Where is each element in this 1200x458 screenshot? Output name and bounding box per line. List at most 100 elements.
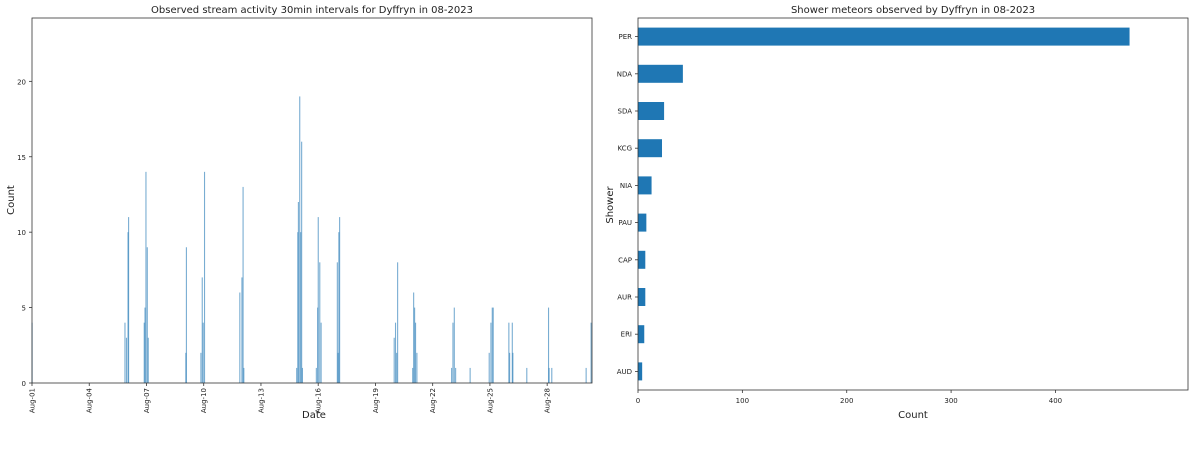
y-tick-label: PAU: [618, 219, 632, 227]
activity-bar: [453, 307, 455, 383]
activity-bar: [415, 322, 417, 383]
activity-bar: [296, 367, 298, 383]
activity-bar: [128, 217, 130, 383]
shower-bar-aur: [638, 288, 646, 306]
x-tick-label: 400: [1049, 397, 1062, 405]
activity-bar: [337, 352, 339, 383]
activity-bar: [393, 337, 395, 383]
activity-bar: [317, 217, 319, 383]
activity-bar: [300, 232, 302, 383]
activity-bar: [125, 337, 128, 383]
activity-bar: [490, 322, 492, 383]
x-tick-label: Aug-16: [315, 387, 323, 413]
x-tick-label: Aug-13: [257, 388, 265, 413]
y-tick-label: PER: [618, 33, 632, 41]
x-tick-label: Aug-10: [200, 388, 208, 413]
shower-bar-nia: [638, 176, 652, 195]
activity-bar: [339, 217, 341, 383]
y-tick-label: AUD: [617, 368, 632, 376]
activity-bar: [469, 367, 471, 383]
x-tick-label: Aug-25: [486, 388, 494, 413]
x-tick-label: Aug-19: [372, 388, 380, 413]
y-tick-label: ERI: [621, 331, 632, 339]
activity-bar: [297, 232, 299, 383]
x-tick-label: 300: [944, 397, 957, 405]
y-tick-label: 10: [17, 229, 26, 237]
activity-bar: [451, 367, 453, 383]
activity-bar: [145, 171, 147, 383]
activity-bar: [200, 352, 202, 383]
y-tick-label: 0: [22, 380, 26, 388]
activity-bar: [336, 262, 338, 383]
activity-bar: [239, 292, 241, 383]
left-y-axis-label: Count: [6, 185, 17, 215]
activity-bar: [509, 352, 511, 383]
y-tick-label: NIA: [620, 182, 632, 190]
shower-bar-eri: [638, 325, 645, 344]
x-tick-label: Aug-28: [544, 388, 552, 413]
x-tick-label: 200: [840, 397, 853, 405]
activity-bar: [147, 337, 149, 383]
activity-bar: [301, 367, 303, 383]
shower-bar-per: [638, 27, 1130, 46]
right-y-axis-label: Shower: [605, 185, 616, 223]
activity-bar: [242, 186, 244, 383]
left-x-axis-label: Date: [302, 410, 326, 421]
shower-bar-kcg: [638, 139, 663, 158]
activity-bar: [144, 307, 146, 383]
activity-bar: [185, 352, 187, 383]
activity-bar: [243, 367, 245, 383]
activity-bar: [511, 322, 513, 383]
activity-bar: [317, 307, 319, 383]
x-tick-label: 0: [636, 397, 640, 405]
activity-bar: [299, 96, 301, 383]
x-tick-label: Aug-04: [86, 387, 94, 413]
left-plot-frame: [31, 17, 593, 384]
x-tick-label: Aug-01: [29, 388, 37, 413]
activity-bar: [241, 277, 243, 383]
right-plot-frame: [637, 17, 1189, 391]
activity-bar: [301, 141, 303, 383]
y-tick-label: CAP: [618, 256, 632, 264]
y-tick-label: 20: [17, 78, 26, 86]
activity-bar: [452, 322, 454, 383]
activity-bar: [202, 322, 204, 383]
activity-bar: [127, 232, 129, 383]
activity-bar: [585, 367, 587, 383]
shower-bar-sda: [638, 102, 665, 120]
shower-bar-cap: [638, 250, 646, 269]
activity-bar: [508, 322, 510, 383]
y-tick-label: NDA: [617, 70, 633, 78]
activity-bar: [455, 367, 457, 383]
y-tick-label: 5: [22, 305, 26, 313]
activity-bar: [412, 367, 414, 383]
x-tick-label: Aug-07: [143, 388, 151, 413]
activity-bar: [146, 247, 148, 383]
right-x-axis-label: Count: [898, 410, 928, 421]
activity-bar: [397, 262, 399, 383]
activity-bar: [414, 307, 416, 383]
activity-bar: [416, 352, 418, 383]
activity-bar: [338, 232, 340, 383]
activity-bar: [201, 277, 203, 383]
activity-bar: [547, 307, 550, 383]
activity-bar: [413, 292, 415, 383]
y-tick-label: KCG: [617, 145, 632, 153]
y-tick-label: SDA: [618, 108, 633, 116]
activity-bar: [203, 171, 206, 383]
activity-bar: [396, 352, 398, 383]
left-chart-title: Observed stream activity 30min intervals…: [151, 5, 473, 16]
activity-bar: [297, 202, 299, 383]
activity-bar: [319, 262, 321, 383]
x-tick-label: Aug-22: [429, 388, 437, 413]
activity-bar: [320, 322, 322, 383]
y-tick-label: 15: [17, 154, 26, 162]
shower-meteors-chart: Shower meteors observed by Dyffryn in 08…: [605, 5, 1189, 421]
activity-bar: [124, 322, 126, 383]
shower-bar-nda: [638, 64, 683, 83]
y-tick-label: AUR: [617, 294, 632, 302]
activity-bar: [143, 322, 145, 383]
right-chart-title: Shower meteors observed by Dyffryn in 08…: [791, 5, 1035, 16]
activity-bar: [394, 322, 397, 383]
